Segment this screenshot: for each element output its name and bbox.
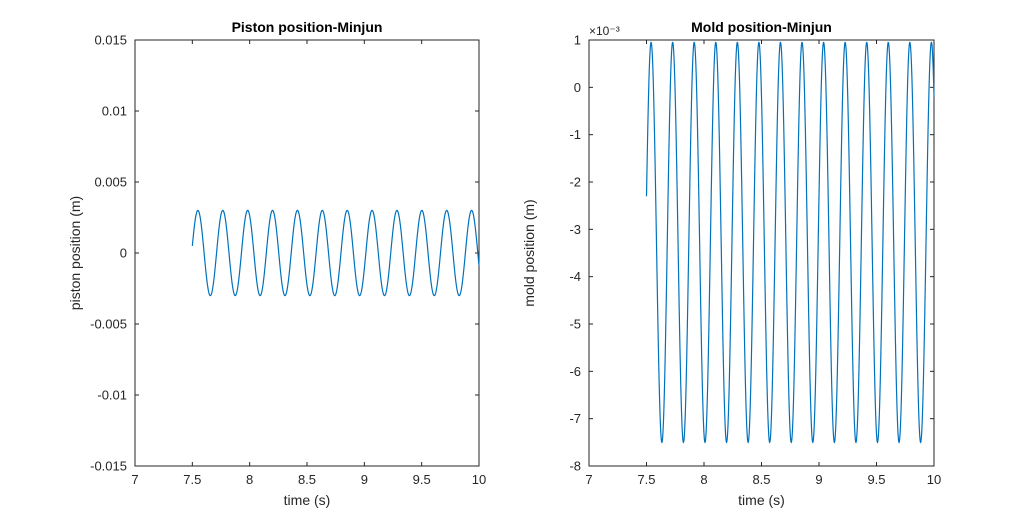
mold-y-tick-label: -5 [569, 317, 581, 332]
piston-chart-title: Piston position-Minjun [232, 19, 383, 35]
piston-y-tick-label: 0.01 [102, 104, 127, 119]
piston-y-tick-label: -0.01 [97, 388, 127, 403]
mold-x-axis-label: time (s) [738, 492, 785, 508]
mold-x-tick-label: 10 [927, 472, 941, 487]
piston-plot-area [134, 39, 480, 467]
mold-x-tick-label: 8.5 [752, 472, 770, 487]
piston-y-tick-label: 0.005 [94, 175, 127, 190]
piston-x-tick-label: 8.5 [298, 472, 316, 487]
piston-y-tick-label: -0.005 [90, 317, 127, 332]
mold-series-line [645, 41, 935, 444]
mold-y-ticks: -8 -7 -6 -5 -4 -3 -2 -1 0 1 [569, 33, 934, 474]
piston-x-tick-label: 9.5 [413, 472, 431, 487]
piston-chart: 7 7.5 8 8.5 9 9.5 10 -0.015 -0.01 -0.005 0 0.005 0.… [67, 19, 486, 508]
piston-x-tick-label: 7 [131, 472, 138, 487]
mold-y-tick-label: -2 [569, 175, 581, 190]
mold-y-tick-label: 1 [574, 33, 581, 48]
mold-y-tick-label: -8 [569, 459, 581, 474]
mold-y-tick-label: -3 [569, 222, 581, 237]
mold-x-tick-label: 9 [815, 472, 822, 487]
piston-y-tick-label: -0.015 [90, 459, 127, 474]
mold-x-tick-label: 8 [700, 472, 707, 487]
mold-chart: 7 7.5 8 8.5 9 9.5 10 -8 -7 -6 -5 -4 -3 -2 -1 0 1 Mold p… [521, 19, 941, 508]
mold-y-tick-label: 0 [574, 80, 581, 95]
piston-x-tick-label: 10 [472, 472, 486, 487]
mold-x-tick-label: 7 [585, 472, 592, 487]
piston-x-tick-label: 9 [361, 472, 368, 487]
piston-x-axis-label: time (s) [284, 492, 331, 508]
piston-series-line [191, 209, 480, 297]
piston-x-tick-label: 8 [246, 472, 253, 487]
mold-y-tick-label: -1 [569, 127, 581, 142]
mold-y-exponent-label: ×10⁻³ [589, 24, 620, 38]
mold-x-tick-label: 9.5 [867, 472, 885, 487]
mold-x-ticks: 7 7.5 8 8.5 9 9.5 10 [585, 40, 941, 487]
piston-y-ticks: -0.015 -0.01 -0.005 0 0.005 0.01 0.015 [90, 33, 479, 474]
piston-x-ticks: 7 7.5 8 8.5 9 9.5 10 [131, 40, 486, 487]
mold-x-tick-label: 7.5 [637, 472, 655, 487]
mold-y-tick-label: -6 [569, 364, 581, 379]
piston-y-tick-label: 0.015 [94, 33, 127, 48]
piston-x-tick-label: 7.5 [183, 472, 201, 487]
mold-y-tick-label: -7 [569, 411, 581, 426]
piston-y-axis-label: piston position (m) [67, 196, 83, 310]
mold-chart-title: Mold position-Minjun [691, 19, 832, 35]
mold-y-axis-label: mold position (m) [521, 199, 537, 306]
piston-y-tick-label: 0 [120, 246, 127, 261]
mold-y-tick-label: -4 [569, 269, 581, 284]
